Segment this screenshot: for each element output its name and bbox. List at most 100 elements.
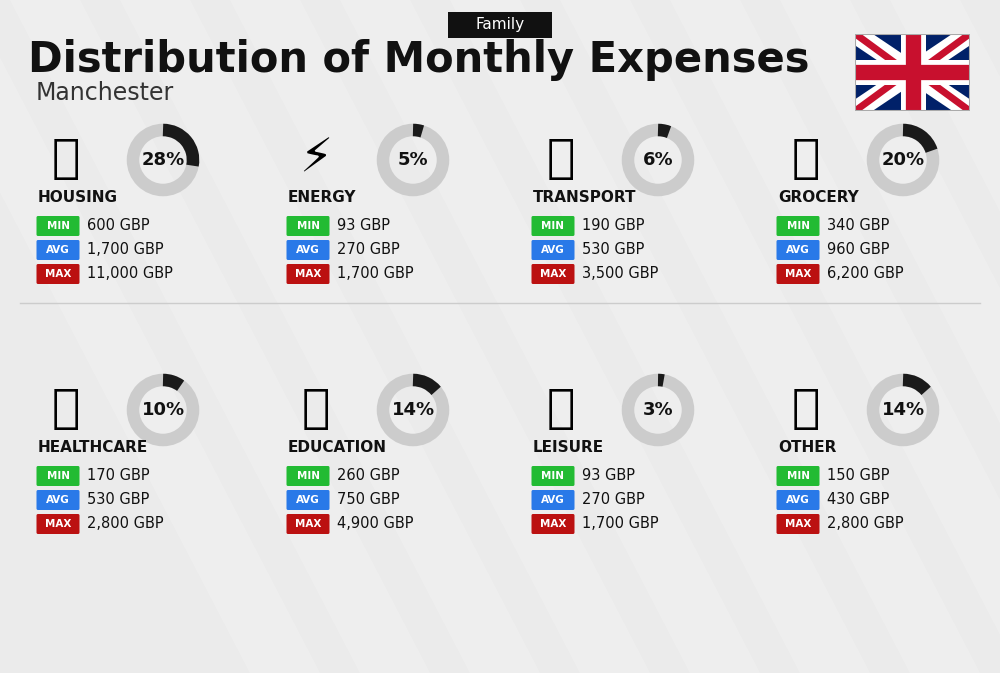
Polygon shape (120, 0, 540, 673)
Text: 2,800 GBP: 2,800 GBP (827, 516, 904, 532)
FancyBboxPatch shape (532, 514, 574, 534)
Text: AVG: AVG (541, 495, 565, 505)
Text: OTHER: OTHER (778, 441, 836, 456)
Text: MIN: MIN (786, 221, 810, 231)
Polygon shape (230, 0, 650, 673)
Text: 170 GBP: 170 GBP (87, 468, 150, 483)
Text: HOUSING: HOUSING (38, 190, 118, 205)
Text: 1,700 GBP: 1,700 GBP (582, 516, 659, 532)
Text: LEISURE: LEISURE (533, 441, 604, 456)
Text: MIN: MIN (296, 221, 320, 231)
Text: 5%: 5% (398, 151, 428, 169)
FancyBboxPatch shape (532, 264, 574, 284)
Text: AVG: AVG (46, 495, 70, 505)
FancyBboxPatch shape (36, 216, 80, 236)
Text: MAX: MAX (540, 519, 566, 529)
Text: MAX: MAX (295, 519, 321, 529)
Text: Manchester: Manchester (36, 81, 174, 105)
Text: 3%: 3% (643, 401, 673, 419)
Text: AVG: AVG (296, 245, 320, 255)
FancyBboxPatch shape (287, 216, 330, 236)
Text: 14%: 14% (391, 401, 435, 419)
Polygon shape (450, 0, 870, 673)
FancyBboxPatch shape (287, 514, 330, 534)
Text: 11,000 GBP: 11,000 GBP (87, 267, 173, 281)
Polygon shape (0, 0, 320, 673)
FancyBboxPatch shape (532, 240, 574, 260)
Polygon shape (340, 0, 760, 673)
Text: 270 GBP: 270 GBP (337, 242, 400, 258)
Polygon shape (780, 0, 1000, 673)
Text: TRANSPORT: TRANSPORT (533, 190, 637, 205)
Text: 10%: 10% (141, 401, 185, 419)
Text: Distribution of Monthly Expenses: Distribution of Monthly Expenses (28, 39, 810, 81)
FancyBboxPatch shape (36, 240, 80, 260)
Text: 530 GBP: 530 GBP (87, 493, 149, 507)
Text: 🛒: 🛒 (792, 137, 820, 182)
Text: 3,500 GBP: 3,500 GBP (582, 267, 658, 281)
FancyBboxPatch shape (532, 466, 574, 486)
FancyBboxPatch shape (36, 466, 80, 486)
Text: MAX: MAX (540, 269, 566, 279)
Text: AVG: AVG (46, 245, 70, 255)
Text: 14%: 14% (881, 401, 925, 419)
Text: AVG: AVG (541, 245, 565, 255)
Text: 6%: 6% (643, 151, 673, 169)
FancyBboxPatch shape (532, 490, 574, 510)
Text: 93 GBP: 93 GBP (337, 219, 390, 234)
Text: 🏢: 🏢 (52, 137, 80, 182)
Text: 💰: 💰 (792, 388, 820, 433)
FancyBboxPatch shape (287, 264, 330, 284)
Text: ⚡: ⚡ (299, 137, 333, 182)
FancyBboxPatch shape (287, 490, 330, 510)
FancyBboxPatch shape (36, 514, 80, 534)
Text: 2,800 GBP: 2,800 GBP (87, 516, 164, 532)
Text: 960 GBP: 960 GBP (827, 242, 890, 258)
Text: EDUCATION: EDUCATION (288, 441, 387, 456)
Text: MIN: MIN (542, 221, 564, 231)
FancyBboxPatch shape (776, 216, 820, 236)
Text: 💓: 💓 (52, 388, 80, 433)
Text: MIN: MIN (296, 471, 320, 481)
FancyBboxPatch shape (287, 466, 330, 486)
Text: 190 GBP: 190 GBP (582, 219, 644, 234)
FancyBboxPatch shape (776, 264, 820, 284)
Text: 🎓: 🎓 (302, 388, 330, 433)
Text: 270 GBP: 270 GBP (582, 493, 645, 507)
FancyBboxPatch shape (36, 264, 80, 284)
Text: MIN: MIN (46, 471, 70, 481)
Text: AVG: AVG (786, 245, 810, 255)
Text: 1,700 GBP: 1,700 GBP (87, 242, 164, 258)
Text: 🚌: 🚌 (547, 137, 575, 182)
Polygon shape (670, 0, 1000, 673)
Text: 4,900 GBP: 4,900 GBP (337, 516, 414, 532)
Text: AVG: AVG (296, 495, 320, 505)
FancyBboxPatch shape (776, 466, 820, 486)
Text: 750 GBP: 750 GBP (337, 493, 400, 507)
Text: MAX: MAX (785, 269, 811, 279)
Text: MAX: MAX (785, 519, 811, 529)
Text: 260 GBP: 260 GBP (337, 468, 400, 483)
Text: 20%: 20% (881, 151, 925, 169)
Text: ENERGY: ENERGY (288, 190, 356, 205)
Text: 28%: 28% (141, 151, 185, 169)
Text: Family: Family (475, 17, 525, 32)
FancyBboxPatch shape (532, 216, 574, 236)
Text: MIN: MIN (542, 471, 564, 481)
Text: MIN: MIN (786, 471, 810, 481)
Text: MAX: MAX (45, 269, 71, 279)
FancyBboxPatch shape (287, 240, 330, 260)
Text: 93 GBP: 93 GBP (582, 468, 635, 483)
Text: AVG: AVG (786, 495, 810, 505)
Text: 430 GBP: 430 GBP (827, 493, 889, 507)
Polygon shape (560, 0, 980, 673)
Text: 600 GBP: 600 GBP (87, 219, 150, 234)
FancyBboxPatch shape (776, 490, 820, 510)
Polygon shape (890, 0, 1000, 673)
Polygon shape (10, 0, 430, 673)
Text: 530 GBP: 530 GBP (582, 242, 644, 258)
Text: MAX: MAX (295, 269, 321, 279)
Text: MIN: MIN (46, 221, 70, 231)
Text: MAX: MAX (45, 519, 71, 529)
FancyBboxPatch shape (448, 12, 552, 38)
